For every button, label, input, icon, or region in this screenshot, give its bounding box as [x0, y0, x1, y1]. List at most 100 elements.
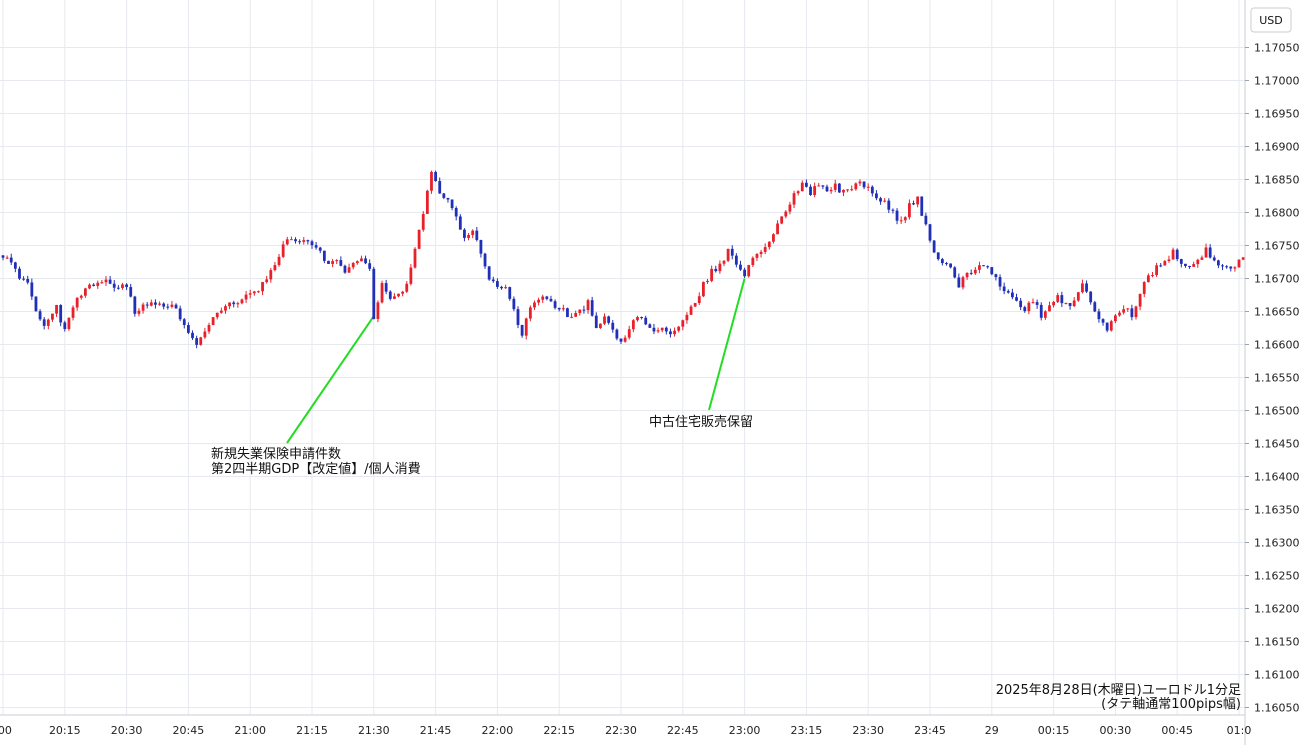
- candle-body: [1043, 311, 1047, 318]
- candle-body: [887, 200, 891, 210]
- candle-body: [1200, 257, 1204, 260]
- candle-body: [697, 296, 701, 304]
- y-tick-label: 1.16150: [1254, 636, 1300, 649]
- candle-body: [1072, 300, 1076, 307]
- candle-body: [430, 171, 433, 191]
- candle-body: [26, 279, 30, 283]
- candle-body: [88, 284, 91, 289]
- candle-body: [1081, 283, 1084, 293]
- candle-body: [51, 313, 54, 320]
- candle-body: [1208, 247, 1212, 258]
- y-tick-label: 1.16350: [1254, 504, 1300, 517]
- x-tick-label: 22:15: [543, 724, 575, 737]
- candle-body: [850, 189, 854, 191]
- x-tick-label: 23:15: [791, 724, 823, 737]
- candle-body: [393, 296, 396, 299]
- candle-body: [957, 277, 961, 288]
- candle-body: [306, 240, 310, 242]
- candle-body: [1039, 304, 1043, 318]
- candle-body: [376, 302, 380, 319]
- candle-body: [652, 327, 656, 332]
- candle-series: [1, 170, 1245, 349]
- candle-body: [1118, 312, 1121, 316]
- candle-body: [636, 317, 639, 321]
- candle-body: [1225, 266, 1229, 268]
- candle-body: [141, 304, 145, 311]
- candle-body: [1027, 302, 1031, 312]
- candle-body: [846, 189, 849, 191]
- candle-body: [557, 307, 561, 310]
- candle-body: [1060, 295, 1064, 304]
- candle-body: [261, 282, 264, 292]
- candle-body: [18, 268, 21, 279]
- candle-body: [84, 288, 87, 296]
- candle-body: [681, 320, 685, 327]
- chart-caption-line1: 2025年8月28日(木曜日)ユーロドル1分足: [996, 683, 1241, 698]
- candle-body: [800, 182, 804, 192]
- candle-body: [397, 293, 400, 297]
- x-tick-label: 22:00: [482, 724, 514, 737]
- candle-body: [759, 251, 763, 255]
- x-tick-label: 20:45: [173, 724, 205, 737]
- candle-body: [372, 268, 376, 319]
- x-tick-label: 20:15: [49, 724, 81, 737]
- candle-body: [656, 330, 660, 332]
- candle-body: [401, 291, 405, 294]
- candle-body: [277, 256, 281, 266]
- x-tick-label: 23:45: [914, 724, 946, 737]
- candle-body: [945, 263, 948, 265]
- candle-body: [335, 260, 339, 262]
- candle-body: [298, 241, 302, 243]
- candle-body: [747, 265, 751, 277]
- candle-body: [817, 185, 821, 187]
- x-tick-label: 23:00: [729, 724, 761, 737]
- candle-body: [158, 303, 161, 305]
- candle-body: [9, 257, 13, 263]
- candle-body: [302, 240, 306, 242]
- x-tick-label: 00:45: [1161, 724, 1193, 737]
- candle-body: [467, 235, 470, 238]
- currency-badge[interactable]: USD: [1250, 7, 1292, 33]
- candle-body: [767, 241, 771, 248]
- price-axis[interactable]: 1.17050 1.17000 1.16950 1.16900 1.16850 1.168…: [1245, 42, 1300, 715]
- y-tick-label: 1.16200: [1254, 603, 1300, 616]
- candle-body: [310, 241, 314, 246]
- y-tick-label: 1.16450: [1254, 438, 1300, 451]
- candle-body: [965, 272, 969, 278]
- candle-body: [908, 203, 911, 218]
- candle-body: [1002, 286, 1006, 292]
- candle-body: [1179, 259, 1183, 264]
- x-tick-label: 00:15: [1038, 724, 1070, 737]
- grid: [0, 0, 1245, 715]
- candle-body: [71, 307, 75, 318]
- candle-body: [627, 329, 631, 338]
- candle-body: [582, 309, 586, 311]
- candle-body: [755, 254, 759, 258]
- candle-body: [693, 303, 697, 307]
- candle-body: [269, 270, 273, 280]
- candle-body: [648, 324, 652, 328]
- candle-body: [145, 304, 149, 306]
- candle-body: [537, 299, 540, 303]
- y-tick-label: 1.16900: [1254, 141, 1300, 154]
- candle-body: [599, 323, 602, 328]
- candle-body: [664, 327, 668, 332]
- candle-body: [940, 259, 944, 264]
- x-tick-label: 22:30: [605, 724, 637, 737]
- candle-body: [1167, 259, 1171, 262]
- time-axis[interactable]: :00 20:15 20:30 20:45 21:00 21:15 21:30 21:45 22…: [0, 724, 1251, 737]
- candle-body: [195, 338, 199, 345]
- candle-body: [784, 211, 788, 217]
- candle-body: [1011, 292, 1014, 298]
- candle-body: [368, 263, 372, 269]
- annotation-label: 第2四半期GDP【改定値】/個人消費: [211, 461, 421, 477]
- candle-body: [34, 296, 38, 312]
- candle-body: [776, 223, 779, 235]
- candle-body: [858, 181, 862, 184]
- candle-body: [417, 229, 421, 249]
- candle-body: [228, 302, 231, 307]
- candle-body: [125, 284, 128, 288]
